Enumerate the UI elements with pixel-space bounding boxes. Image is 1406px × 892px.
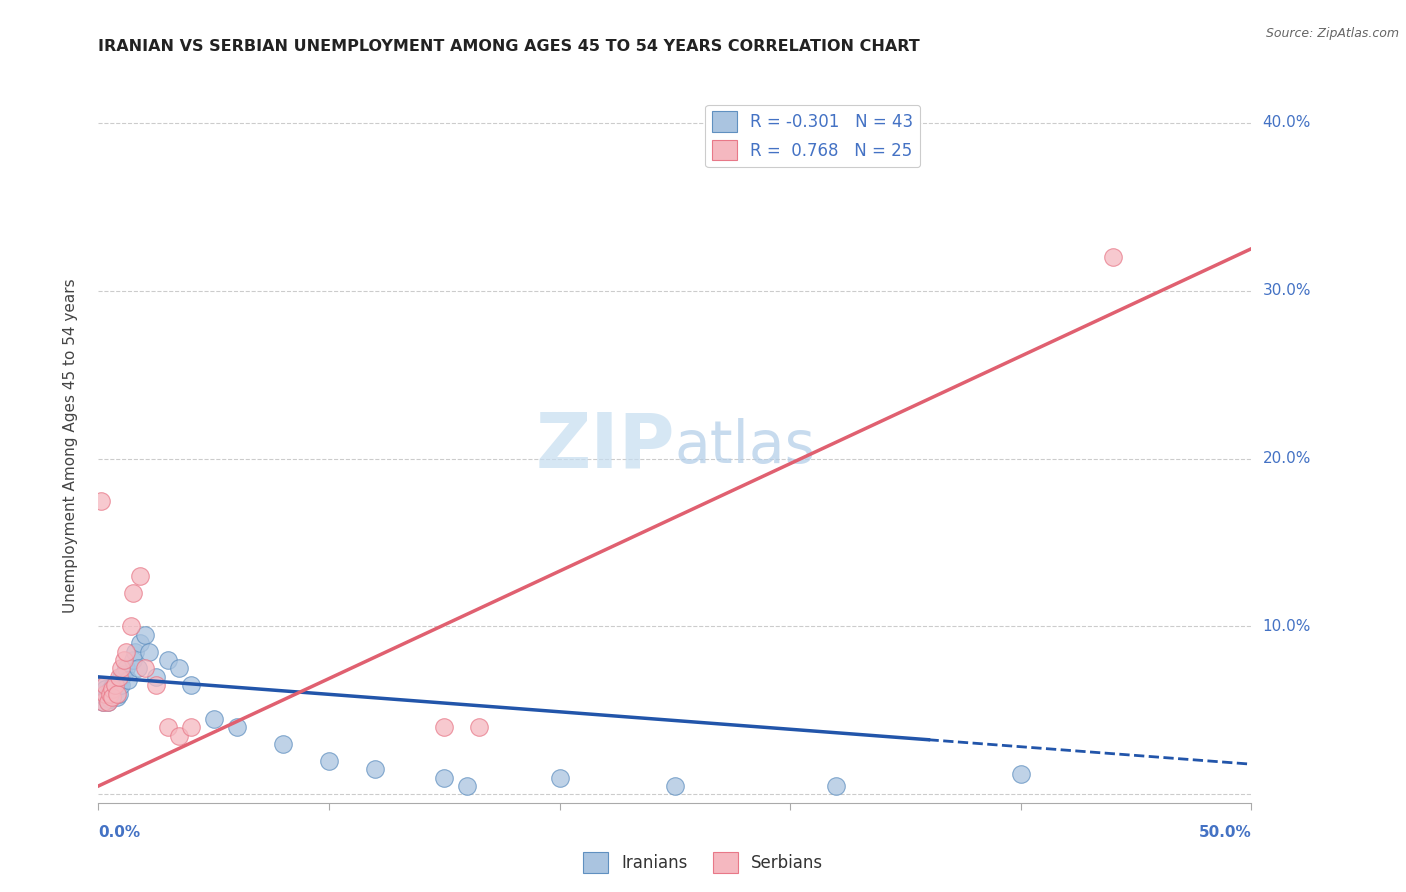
Point [124,645,146,659]
Point [167,661,190,675]
Point [97,695,120,709]
Text: Source: ZipAtlas.com: Source: ZipAtlas.com [1265,27,1399,40]
Point [97,687,120,701]
Point [468,720,491,734]
Point [105,690,128,704]
Point [156,720,179,734]
Point [101,690,124,704]
Point [105,681,128,696]
Point [112,666,135,681]
Point [97,695,120,709]
Point [134,628,156,642]
Point [108,687,131,701]
Point [433,771,456,785]
Point [134,661,156,675]
Text: 0.0%: 0.0% [98,825,141,840]
Point [108,670,131,684]
Point [156,653,179,667]
Text: 40.0%: 40.0% [1263,115,1310,130]
Text: atlas: atlas [675,417,815,475]
Point [101,689,124,703]
Text: 30.0%: 30.0% [1263,283,1310,298]
Text: 10.0%: 10.0% [1263,619,1310,634]
Point [108,678,131,692]
Point [138,645,160,659]
Point [110,678,132,692]
Point [94,681,117,696]
Point [94,687,117,701]
Point [180,720,202,734]
Point [115,645,138,659]
Point [202,712,225,726]
Point [225,720,247,734]
Legend: Iranians, Serbians: Iranians, Serbians [576,846,830,880]
Point [103,685,125,699]
Point [103,676,125,690]
Point [364,762,387,776]
Point [167,729,190,743]
Point [117,673,139,688]
Point [145,678,167,692]
Point [110,670,132,684]
Point [101,681,124,696]
Legend: R = -0.301   N = 43, R =  0.768   N = 25: R = -0.301 N = 43, R = 0.768 N = 25 [706,104,920,167]
Point [94,690,117,704]
Point [318,754,340,768]
Point [825,779,848,793]
Point [180,678,202,692]
Y-axis label: Unemployment Among Ages 45 to 54 years: Unemployment Among Ages 45 to 54 years [63,278,77,614]
Point [101,680,124,694]
Point [91,695,114,709]
Point [145,670,167,684]
Point [122,653,145,667]
Point [1102,250,1125,264]
Point [548,771,571,785]
Text: 20.0%: 20.0% [1263,451,1310,467]
Point [271,737,294,751]
Point [98,691,121,706]
Point [98,683,121,698]
Point [103,678,125,692]
Point [91,695,114,709]
Text: 50.0%: 50.0% [1198,825,1251,840]
Point [94,678,117,692]
Text: IRANIAN VS SERBIAN UNEMPLOYMENT AMONG AGES 45 TO 54 YEARS CORRELATION CHART: IRANIAN VS SERBIAN UNEMPLOYMENT AMONG AG… [98,38,920,54]
Point [664,779,686,793]
Point [129,569,152,583]
Point [91,678,114,692]
Point [120,619,142,633]
Point [98,687,121,701]
Point [456,779,478,793]
Point [129,636,152,650]
Text: ZIP: ZIP [536,409,675,483]
Point [122,586,145,600]
Point [112,653,135,667]
Point [115,661,138,675]
Point [105,687,128,701]
Point [1010,767,1032,781]
Point [90,687,112,701]
Point [433,720,456,734]
Point [90,493,112,508]
Point [127,661,149,675]
Point [110,661,132,675]
